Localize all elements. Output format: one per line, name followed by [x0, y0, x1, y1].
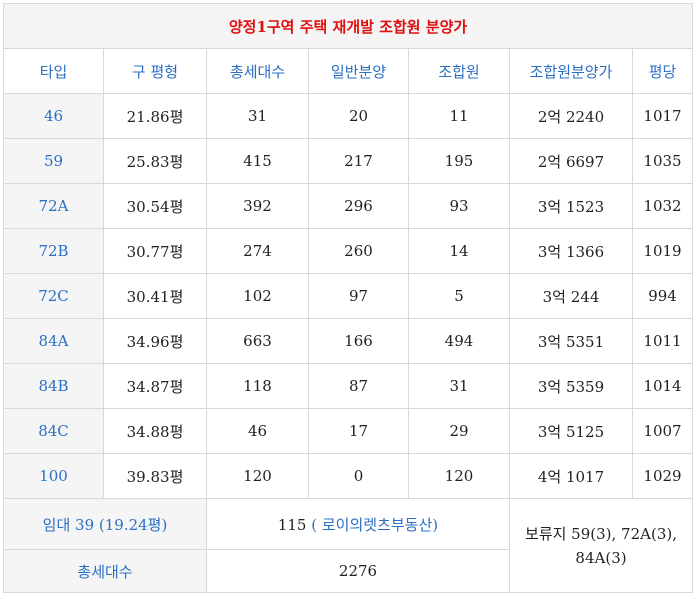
table-row: 84B 34.87평 118 87 31 3억 5359 1014 [3, 363, 694, 409]
total-row: 총세대수 2276 [3, 549, 693, 593]
table-row: 72A 30.54평 392 296 93 3억 1523 1032 [3, 183, 694, 229]
table-cell: 25.83평 [103, 138, 207, 184]
table-cell: 17 [308, 408, 409, 454]
table-cell: 2억 6697 [509, 138, 633, 184]
table-cell: 1017 [631, 93, 694, 139]
rental-label: 임대 39 (19.24평) [3, 498, 207, 550]
table-row: 84A 34.96평 663 166 494 3억 5351 1011 [3, 318, 694, 364]
table-cell: 494 [408, 318, 510, 364]
table-cell: 392 [206, 183, 309, 229]
table-row: 59 25.83평 415 217 195 2억 6697 1035 [3, 138, 694, 184]
type-link[interactable]: 84B [3, 363, 104, 409]
table-cell: 3억 5359 [509, 363, 633, 409]
header-type: 타입 [3, 48, 104, 94]
table-cell: 120 [408, 453, 510, 499]
table-cell: 93 [408, 183, 510, 229]
rental-row: 임대 39 (19.24평) 115 ( 로이의렛츠부동산) 보류지 59(3), … [3, 498, 694, 593]
table-cell: 31 [408, 363, 510, 409]
table-cell: 3억 5125 [509, 408, 633, 454]
type-link[interactable]: 84A [3, 318, 104, 364]
header-price-per-pyeong: 평당 [631, 48, 694, 94]
table-cell: 29 [408, 408, 510, 454]
table-cell: 217 [308, 138, 409, 184]
type-link[interactable]: 46 [3, 93, 104, 139]
table-cell: 1029 [631, 453, 694, 499]
table-row: 100 39.83평 120 0 120 4억 1017 1029 [3, 453, 694, 499]
table-cell: 102 [206, 273, 309, 319]
type-link[interactable]: 84C [3, 408, 104, 454]
table-title: 양정1구역 주택 재개발 조합원 분양가 [2, 3, 694, 49]
rental-count-cell: 115 ( 로이의렛츠부동산) [206, 498, 510, 550]
type-link[interactable]: 72A [3, 183, 104, 229]
table-cell: 274 [206, 228, 309, 274]
table-cell: 3억 5351 [509, 318, 633, 364]
table-cell: 30.77평 [103, 228, 207, 274]
table-cell: 3억 1366 [509, 228, 633, 274]
total-value: 2276 [206, 549, 510, 593]
table-cell: 87 [308, 363, 409, 409]
reserved-units: 보류지 59(3), 72A(3), 84A(3) [508, 498, 694, 593]
header-row: 타입 구 평형 총세대수 일반분양 조합원 조합원분양가 평당 [3, 48, 694, 94]
table-cell: 39.83평 [103, 453, 207, 499]
table-cell: 260 [308, 228, 409, 274]
table-cell: 415 [206, 138, 309, 184]
table-cell: 31 [206, 93, 309, 139]
table-cell: 0 [308, 453, 409, 499]
table-cell: 1035 [631, 138, 694, 184]
table-row: 84C 34.88평 46 17 29 3억 5125 1007 [3, 408, 694, 454]
table-cell: 34.96평 [103, 318, 207, 364]
rental-count: 115 [277, 515, 307, 534]
header-general-sale: 일반분양 [308, 48, 409, 94]
table-cell: 166 [308, 318, 409, 364]
table-cell: 4억 1017 [509, 453, 633, 499]
table-cell: 97 [308, 273, 409, 319]
header-members: 조합원 [408, 48, 510, 94]
table-cell: 118 [206, 363, 309, 409]
table-cell: 1019 [631, 228, 694, 274]
table-row: 72C 30.41평 102 97 5 3억 244 994 [3, 273, 694, 319]
price-table-container: 양정1구역 주택 재개발 조합원 분양가 타입 구 평형 총세대수 일반분양 조합원 조합… [2, 3, 694, 593]
table-cell: 34.87평 [103, 363, 207, 409]
table-cell: 11 [408, 93, 510, 139]
table-cell: 120 [206, 453, 309, 499]
table-row: 46 21.86평 31 20 11 2억 2240 1017 [3, 93, 694, 139]
price-table: 양정1구역 주택 재개발 조합원 분양가 타입 구 평형 총세대수 일반분양 조합원 조합… [2, 3, 694, 593]
header-total-units: 총세대수 [206, 48, 309, 94]
realtor-link[interactable]: ( 로이의렛츠부동산) [311, 515, 439, 534]
type-link[interactable]: 100 [3, 453, 104, 499]
header-old-size: 구 평형 [103, 48, 207, 94]
table-cell: 21.86평 [103, 93, 207, 139]
table-cell: 30.54평 [103, 183, 207, 229]
total-label: 총세대수 [3, 549, 207, 593]
table-cell: 296 [308, 183, 409, 229]
table-cell: 3억 244 [509, 273, 633, 319]
type-link[interactable]: 59 [3, 138, 104, 184]
header-member-price: 조합원분양가 [509, 48, 633, 94]
table-cell: 14 [408, 228, 510, 274]
table-cell: 3억 1523 [509, 183, 633, 229]
table-cell: 34.88평 [103, 408, 207, 454]
table-cell: 1014 [631, 363, 694, 409]
table-cell: 46 [206, 408, 309, 454]
table-cell: 663 [206, 318, 309, 364]
type-link[interactable]: 72C [3, 273, 104, 319]
table-cell: 1007 [631, 408, 694, 454]
table-cell: 30.41평 [103, 273, 207, 319]
table-cell: 1011 [631, 318, 694, 364]
table-cell: 195 [408, 138, 510, 184]
table-row: 72B 30.77평 274 260 14 3억 1366 1019 [3, 228, 694, 274]
table-cell: 5 [408, 273, 510, 319]
table-cell: 994 [631, 273, 694, 319]
type-link[interactable]: 72B [3, 228, 104, 274]
table-cell: 2억 2240 [509, 93, 633, 139]
table-cell: 1032 [631, 183, 694, 229]
table-cell: 20 [308, 93, 409, 139]
